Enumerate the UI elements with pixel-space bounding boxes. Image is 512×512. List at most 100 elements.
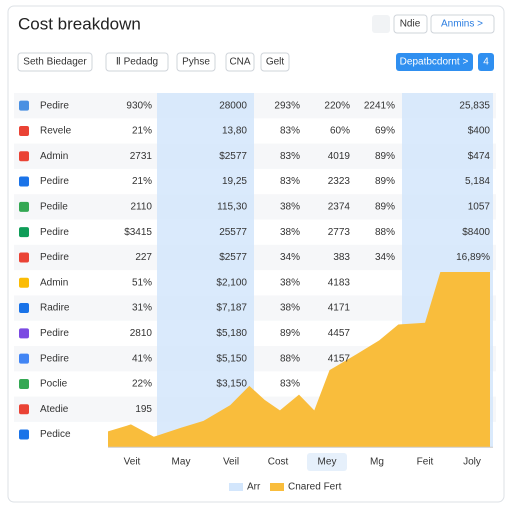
row-icon <box>19 353 29 364</box>
cell: 930% <box>126 100 152 111</box>
filter-button[interactable] <box>225 52 255 72</box>
cell: 83% <box>280 126 300 137</box>
cell: 383 <box>333 252 350 263</box>
cell: 21% <box>132 176 152 187</box>
cell: 25,835 <box>459 100 490 111</box>
x-label: Veit <box>124 457 141 468</box>
cell: 2241% <box>364 100 395 111</box>
row-icon <box>19 303 29 314</box>
cell: 38% <box>280 227 300 238</box>
cell: Poclie <box>40 379 68 390</box>
page-title: Cost breakdown <box>18 14 141 33</box>
cell: Atedie <box>40 404 69 415</box>
cell: 38% <box>280 303 300 314</box>
cell: $3415 <box>124 227 152 238</box>
x-label: Mg <box>370 457 384 468</box>
cell: Pedire <box>40 227 69 238</box>
cell: 89% <box>375 151 395 162</box>
cell: 83% <box>280 379 300 390</box>
cell: $5,150 <box>216 353 247 364</box>
x-label: May <box>172 457 191 468</box>
cell: 34% <box>280 252 300 263</box>
row-icon <box>19 378 29 389</box>
cell: 4157 <box>328 353 351 364</box>
cell: 28000 <box>219 100 247 111</box>
legend-label: Arr <box>247 482 261 493</box>
cell: $2577 <box>219 151 247 162</box>
row-icon <box>19 429 29 440</box>
cell: $5,180 <box>216 328 247 339</box>
filter-button[interactable] <box>17 52 93 72</box>
cell: 4457 <box>328 328 351 339</box>
cell: $400 <box>468 126 491 137</box>
cell: 2110 <box>130 201 152 212</box>
cell: 4183 <box>328 277 351 288</box>
highlight-column <box>157 93 254 448</box>
filter-button[interactable] <box>105 52 169 72</box>
cell: 5,184 <box>465 176 490 187</box>
cell: $2,100 <box>216 277 247 288</box>
row-icon <box>19 404 29 415</box>
cell: 83% <box>280 151 300 162</box>
x-label: Veil <box>223 457 239 468</box>
cell: 227 <box>135 252 152 263</box>
row-icon <box>19 328 29 339</box>
filter-button[interactable] <box>260 52 290 72</box>
cell: 2810 <box>130 328 153 339</box>
cell: 195 <box>135 404 152 415</box>
cell: 220% <box>324 100 350 111</box>
filter-label: CNA <box>229 57 250 68</box>
button-label: Depatbcdornt > <box>400 57 469 68</box>
cell: 83% <box>280 176 300 187</box>
filter-label: Ⅱ Pedadg <box>116 57 158 68</box>
legend-swatch <box>229 483 243 491</box>
icon-button[interactable] <box>372 15 390 33</box>
cell: 89% <box>280 328 300 339</box>
cell: 34% <box>375 252 395 263</box>
cell: Pedice <box>40 429 71 440</box>
button-label: Ndie <box>400 19 421 30</box>
cell: Pedire <box>40 353 69 364</box>
area <box>108 272 490 448</box>
cell: 16,89% <box>456 252 490 263</box>
cell: 1057 <box>468 201 491 212</box>
cell: Pedile <box>40 201 68 212</box>
cell: 88% <box>375 227 395 238</box>
button[interactable] <box>430 14 495 34</box>
cell: Pedire <box>40 328 69 339</box>
cell: 41% <box>132 353 152 364</box>
row-icon <box>19 277 29 288</box>
filter-label: Seth Biedager <box>23 57 87 68</box>
cell: 4019 <box>328 151 351 162</box>
cell: 25577 <box>219 227 247 238</box>
cell: 88% <box>280 353 300 364</box>
count: 4 <box>483 57 489 68</box>
row-icon <box>19 100 29 111</box>
cell: 4171 <box>328 303 351 314</box>
cell: $7,187 <box>216 303 247 314</box>
button[interactable] <box>393 14 428 34</box>
cell: 2374 <box>328 201 351 212</box>
legend-swatch <box>270 483 284 491</box>
button-label: Anmins > <box>441 19 483 30</box>
cell: Admin <box>40 151 68 162</box>
cell: Pedire <box>40 100 69 111</box>
selected-label[interactable] <box>307 453 347 471</box>
row-icon <box>19 227 29 238</box>
cell: Pedire <box>40 252 69 263</box>
cell: 31% <box>132 303 152 314</box>
cell: $474 <box>468 151 491 162</box>
cell: 2731 <box>130 151 153 162</box>
x-label: Feit <box>417 457 434 468</box>
cell: Pedire <box>40 176 69 187</box>
cell: 21% <box>132 126 152 137</box>
cell: $2577 <box>219 252 247 263</box>
count-button[interactable] <box>478 53 494 71</box>
x-label: Cost <box>268 457 289 468</box>
filter-button[interactable] <box>176 52 216 72</box>
primary-button[interactable] <box>396 53 473 71</box>
row-icon <box>19 125 29 136</box>
cell: $3,150 <box>216 379 247 390</box>
cell: Radire <box>40 303 70 314</box>
